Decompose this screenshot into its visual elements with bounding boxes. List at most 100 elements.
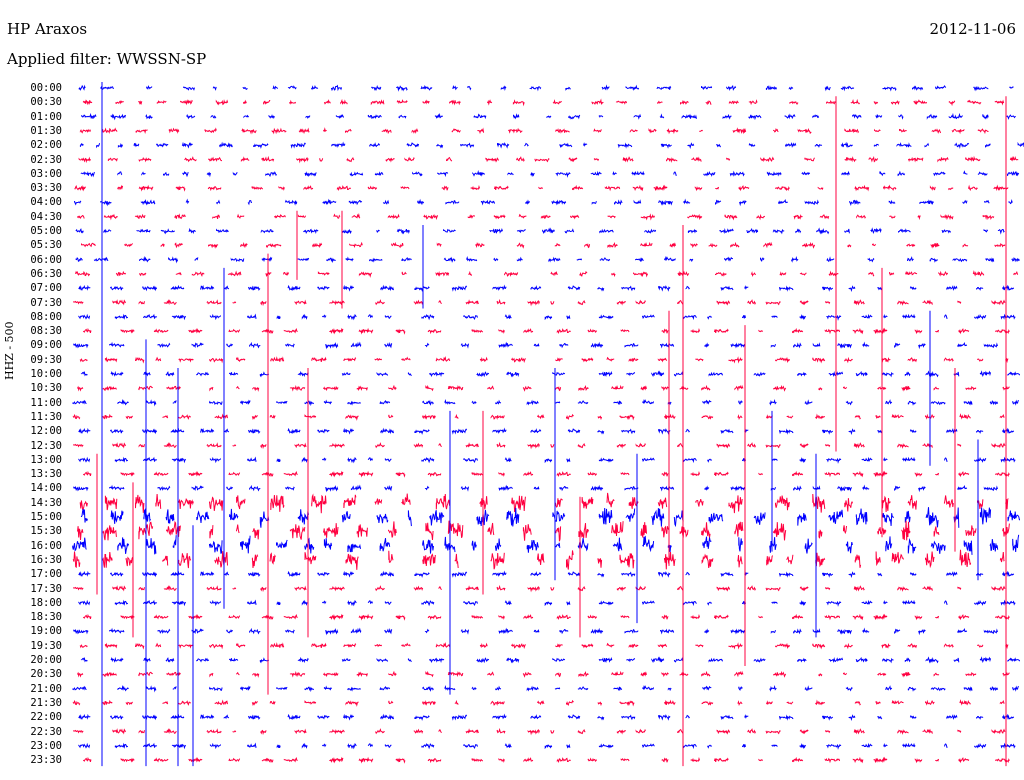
tick-label: 13:00 (30, 453, 62, 466)
tick-label: 06:00 (30, 253, 62, 266)
tick-label: 21:30 (30, 696, 62, 709)
tick-label: 11:30 (30, 410, 62, 423)
tick-label: 06:30 (30, 267, 62, 280)
trace-row (78, 713, 1015, 721)
tick-label: 13:30 (30, 468, 62, 481)
trace-row (79, 492, 1009, 514)
tick-label: 20:30 (30, 668, 62, 681)
tick-label: 16:00 (30, 539, 62, 552)
tick-label: 15:00 (30, 511, 62, 523)
tick-label: 12:00 (30, 425, 62, 438)
tick-label: 07:30 (30, 296, 62, 309)
tick-label: 09:30 (30, 353, 62, 366)
trace-row (79, 141, 1024, 149)
tick-label: 11:00 (30, 396, 62, 409)
tick-label: 23:30 (30, 754, 62, 767)
trace-row (75, 227, 1005, 235)
trace-row (75, 270, 1019, 278)
trace-row (74, 184, 1009, 192)
tick-label: 18:30 (30, 611, 62, 624)
tick-label: 20:00 (30, 654, 62, 666)
trace-row (72, 398, 1020, 407)
trace-row (78, 599, 1016, 607)
tick-label: 01:30 (30, 124, 62, 137)
trace-row (77, 520, 1010, 542)
trace-row (72, 684, 1020, 693)
tick-label: 03:00 (30, 167, 62, 180)
trace-row (78, 742, 1016, 750)
trace-row (72, 549, 1005, 570)
trace-row (82, 98, 1005, 107)
tick-label: 23:00 (30, 739, 62, 752)
trace-row (78, 84, 1014, 92)
tick-label: 08:00 (30, 310, 62, 323)
trace-row (73, 727, 1006, 736)
tick-label: 08:30 (30, 325, 62, 338)
trace-row (80, 656, 1020, 664)
tick-label: 16:30 (30, 553, 62, 566)
trace-row (78, 313, 1016, 321)
tick-label: 22:00 (30, 711, 62, 724)
trace-row (72, 413, 1005, 421)
trace-row (82, 327, 1010, 335)
trace-row (82, 756, 1010, 764)
trace-row (77, 670, 1010, 678)
trace-row (79, 642, 1009, 650)
trace-row (80, 507, 1020, 528)
trace-row (79, 356, 1009, 364)
trace-row (73, 627, 998, 636)
tick-label: 00:00 (30, 82, 62, 94)
tick-label: 17:00 (30, 568, 62, 581)
tick-label: 18:00 (30, 596, 62, 609)
tick-label: 03:30 (30, 182, 62, 195)
trace-row (81, 241, 1006, 249)
tick-label: 05:00 (30, 225, 62, 237)
trace-row (72, 699, 1005, 707)
trace-row (82, 470, 1010, 478)
tick-label: 04:30 (30, 210, 62, 223)
trace-row (78, 456, 1016, 464)
tick-label: 09:00 (30, 339, 62, 352)
tick-label: 19:00 (30, 625, 62, 638)
trace-row (77, 384, 1010, 392)
time-tick-labels: 00:00 00:30 01:00 01:30 02:00 02:30 03:00 03:30… (0, 0, 70, 780)
tick-label: 14:00 (30, 482, 62, 495)
trace-row (81, 112, 1016, 121)
tick-label: 02:30 (30, 153, 62, 166)
tick-label: 15:30 (30, 525, 62, 538)
trace-row (78, 155, 1019, 164)
trace-row (74, 198, 1013, 207)
tick-label: 19:30 (30, 639, 62, 652)
trace-row (79, 127, 989, 135)
date-label: 2012-11-06 (929, 20, 1016, 38)
trace-row (73, 484, 998, 493)
trace-row (78, 427, 1015, 435)
tick-label: 22:30 (30, 725, 62, 738)
tick-label: 10:00 (30, 368, 62, 380)
station-title: HP Araxos (7, 20, 88, 38)
tick-label: 12:30 (30, 439, 62, 452)
tick-label: 17:30 (30, 582, 62, 595)
trace-row (80, 370, 1020, 378)
trace-row (73, 584, 1006, 593)
tick-label: 21:00 (30, 682, 62, 695)
tick-label: 01:00 (30, 110, 62, 123)
trace-row (78, 284, 1015, 292)
trace-row (80, 170, 1020, 178)
trace-row (72, 534, 1020, 555)
tick-label: 04:00 (30, 196, 62, 209)
tick-label: 02:00 (30, 139, 62, 152)
filter-label: Applied filter: WWSSN-SP (7, 50, 207, 68)
tick-label: 00:30 (30, 96, 62, 109)
tick-label: 05:30 (30, 239, 62, 252)
tick-label: 07:00 (30, 282, 62, 295)
tick-label: 10:30 (30, 382, 62, 395)
trace-row (73, 341, 998, 350)
trace-row (73, 298, 1006, 307)
trace-row (75, 255, 1020, 264)
trace-row (78, 570, 1015, 578)
trace-row (77, 213, 995, 221)
trace-row (82, 613, 1010, 621)
trace-row (73, 441, 1006, 450)
